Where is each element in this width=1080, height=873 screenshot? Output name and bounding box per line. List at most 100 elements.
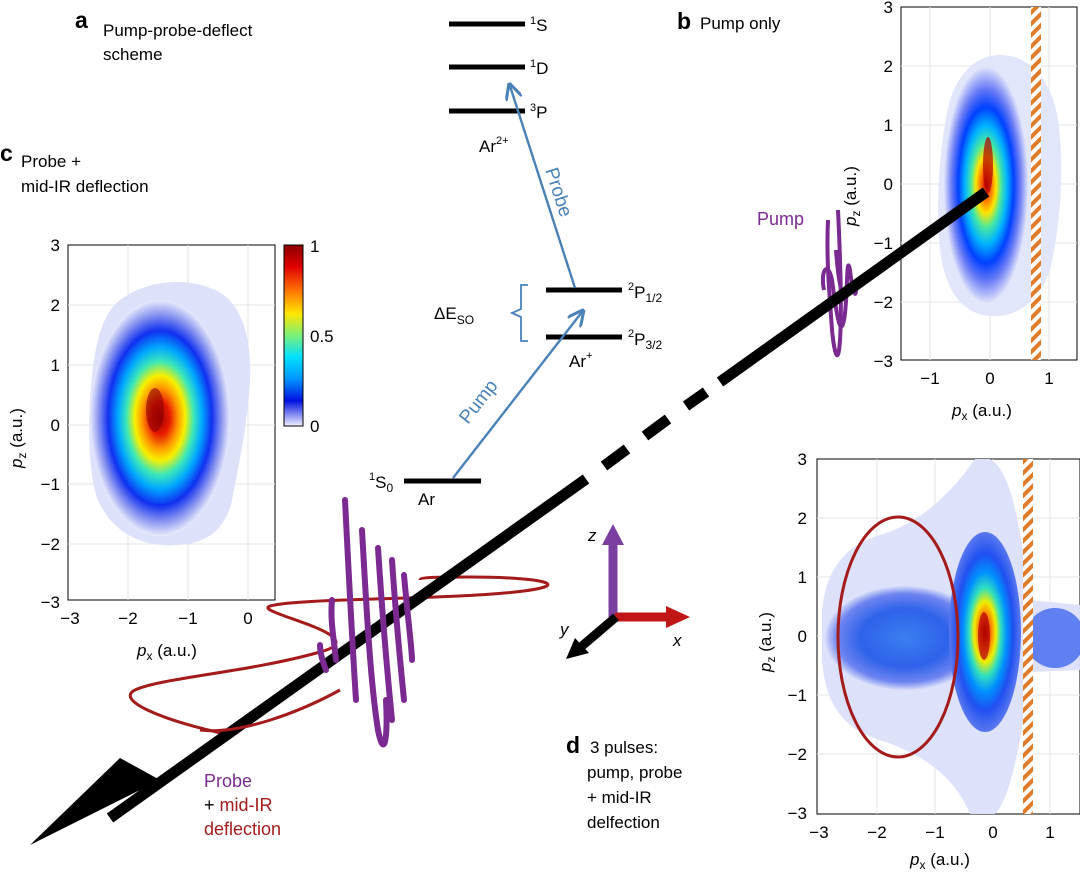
d-ytick: −1 (788, 686, 807, 705)
panel-d-caption-line1: 3 pulses: (590, 738, 658, 757)
panel-d-caption-line2: pump, probe (587, 763, 682, 782)
panel-b-xlabel: px (a.u.) (951, 401, 1012, 423)
panel-c-letter: c (0, 140, 13, 166)
c-xtick: −1 (178, 609, 197, 628)
beam-segment-upper (716, 187, 990, 387)
panel-c-heatmap (68, 245, 275, 600)
b-ytick: −1 (874, 234, 893, 253)
c-ytick: 3 (51, 236, 60, 255)
colorbar-tick-half: 0.5 (310, 327, 334, 346)
d-ytick: 2 (798, 509, 807, 528)
panel-c-xlabel: px (a.u.) (136, 641, 197, 663)
axes-triad: z x y (559, 524, 690, 659)
c-ytick: 0 (51, 416, 60, 435)
y-axis-label: y (559, 620, 570, 639)
b-ytick: −3 (874, 352, 893, 371)
panel-b-title: Pump only (700, 14, 781, 33)
deflected-signal-ellipse (836, 515, 960, 759)
c-ytick: −3 (41, 593, 60, 612)
beam-label-plus-midir: + mid-IR (204, 795, 273, 815)
beam-label-deflection: deflection (204, 819, 281, 839)
midir-wave-front (199, 688, 341, 733)
y-axis-head (566, 638, 589, 659)
neutral-label: Ar (418, 490, 435, 509)
probe-pulse (317, 497, 415, 748)
d-xtick: 0 (988, 823, 997, 842)
panel-d: 3 2 1 0 −1 −2 −3 −3 −2 −1 0 1 px (a.u.) … (566, 450, 1080, 872)
b-ytick: 3 (884, 0, 893, 17)
panel-c-title-line2: mid-IR deflection (21, 177, 149, 196)
panel-c-ylabel: pz (a.u.) (7, 408, 29, 469)
panel-c-title-line1: Probe + (21, 152, 81, 171)
panel-c-yticks: 3 2 1 0 −1 −2 −3 (41, 236, 60, 612)
beam-group: Pump Probe + mid-IR deflection (30, 187, 990, 845)
level-1D-label: 1D (530, 58, 548, 78)
delta-bracket (509, 284, 528, 342)
panel-d-yticks: 3 2 1 0 −1 −2 −3 (788, 450, 807, 823)
colorbar-tick-1: 1 (310, 237, 319, 256)
c-xtick: −3 (60, 609, 79, 628)
beam-dash (682, 387, 710, 411)
beam-dash (641, 414, 672, 441)
d-ytick: −2 (788, 745, 807, 764)
y-axis-arrow (579, 613, 619, 650)
panel-b-ylabel: pz (a.u.) (841, 166, 863, 227)
c-ytick: −1 (41, 475, 60, 494)
midir-wave (128, 575, 550, 737)
panel-c: c Probe + mid-IR deflection 1 0.5 0 3 2 … (0, 140, 334, 663)
z-axis-label: z (587, 526, 597, 545)
c-xtick: −2 (118, 609, 137, 628)
c-ytick: 2 (51, 296, 60, 315)
panel-c-xticks: −3 −2 −1 0 (60, 609, 252, 628)
d-ytick: 3 (798, 450, 807, 469)
probe-transition-arrow (510, 86, 577, 289)
b-xtick: 1 (1044, 369, 1053, 388)
level-1S0-label: 1S0 (369, 471, 393, 495)
b-xtick: 0 (985, 369, 994, 388)
d-ytick: 0 (798, 627, 807, 646)
pump-transition-arrow (452, 312, 582, 479)
d-xtick: −3 (809, 823, 828, 842)
panel-d-letter: d (566, 732, 580, 758)
panel-b-detector-edge (1031, 7, 1041, 360)
colorbar (283, 244, 304, 427)
panel-d-xlabel: px (a.u.) (909, 850, 970, 872)
beam-segment-lower (106, 474, 590, 823)
c-xtick: 0 (243, 609, 252, 628)
c-ytick: −2 (41, 535, 60, 554)
panel-a-title-line1: Pump-probe-deflect (103, 21, 253, 40)
x-axis-label: x (672, 631, 682, 650)
d-ytick: −3 (788, 804, 807, 823)
beam-arrowhead (30, 758, 160, 845)
panel-a-letter: a (75, 7, 88, 33)
panel-d-ylabel: pz (a.u.) (756, 612, 778, 673)
c-ytick: 1 (51, 356, 60, 375)
d-xtick: 1 (1045, 823, 1054, 842)
panel-d-caption-line3: + mid-IR (587, 788, 652, 807)
level-2P32-label: 2P3/2 (628, 328, 662, 352)
colorbar-tick-0: 0 (310, 417, 319, 436)
d-xtick: −2 (867, 823, 886, 842)
panel-b: b Pump only 3 2 1 0 −1 −2 −3 −1 0 1 (677, 0, 1078, 423)
ion2-label: Ar2+ (479, 135, 509, 156)
panel-b-letter: b (677, 8, 691, 34)
panel-d-xticks: −3 −2 −1 0 1 (809, 823, 1054, 842)
b-ytick: −2 (874, 293, 893, 312)
beam-label-probe: Probe (204, 771, 252, 791)
probe-transition-label: Probe (540, 165, 576, 220)
pump-transition-label: Pump (455, 376, 502, 428)
x-axis-head (666, 606, 690, 628)
level-1S-label: 1S (530, 15, 547, 35)
panel-a-title-line2: scheme (103, 45, 163, 64)
d-ytick: 1 (798, 568, 807, 587)
beam-dash (600, 444, 631, 471)
delta-label: ΔESO (434, 304, 474, 327)
panel-b-heatmap (901, 7, 1077, 360)
b-ytick: 1 (884, 116, 893, 135)
b-ytick: 0 (884, 175, 893, 194)
b-xtick: −1 (920, 369, 939, 388)
panel-d-caption-line4: delfection (587, 813, 660, 832)
level-2P12-label: 2P1/2 (628, 281, 662, 305)
panel-d-detector-edge (1023, 459, 1033, 814)
d-xtick: −1 (925, 823, 944, 842)
